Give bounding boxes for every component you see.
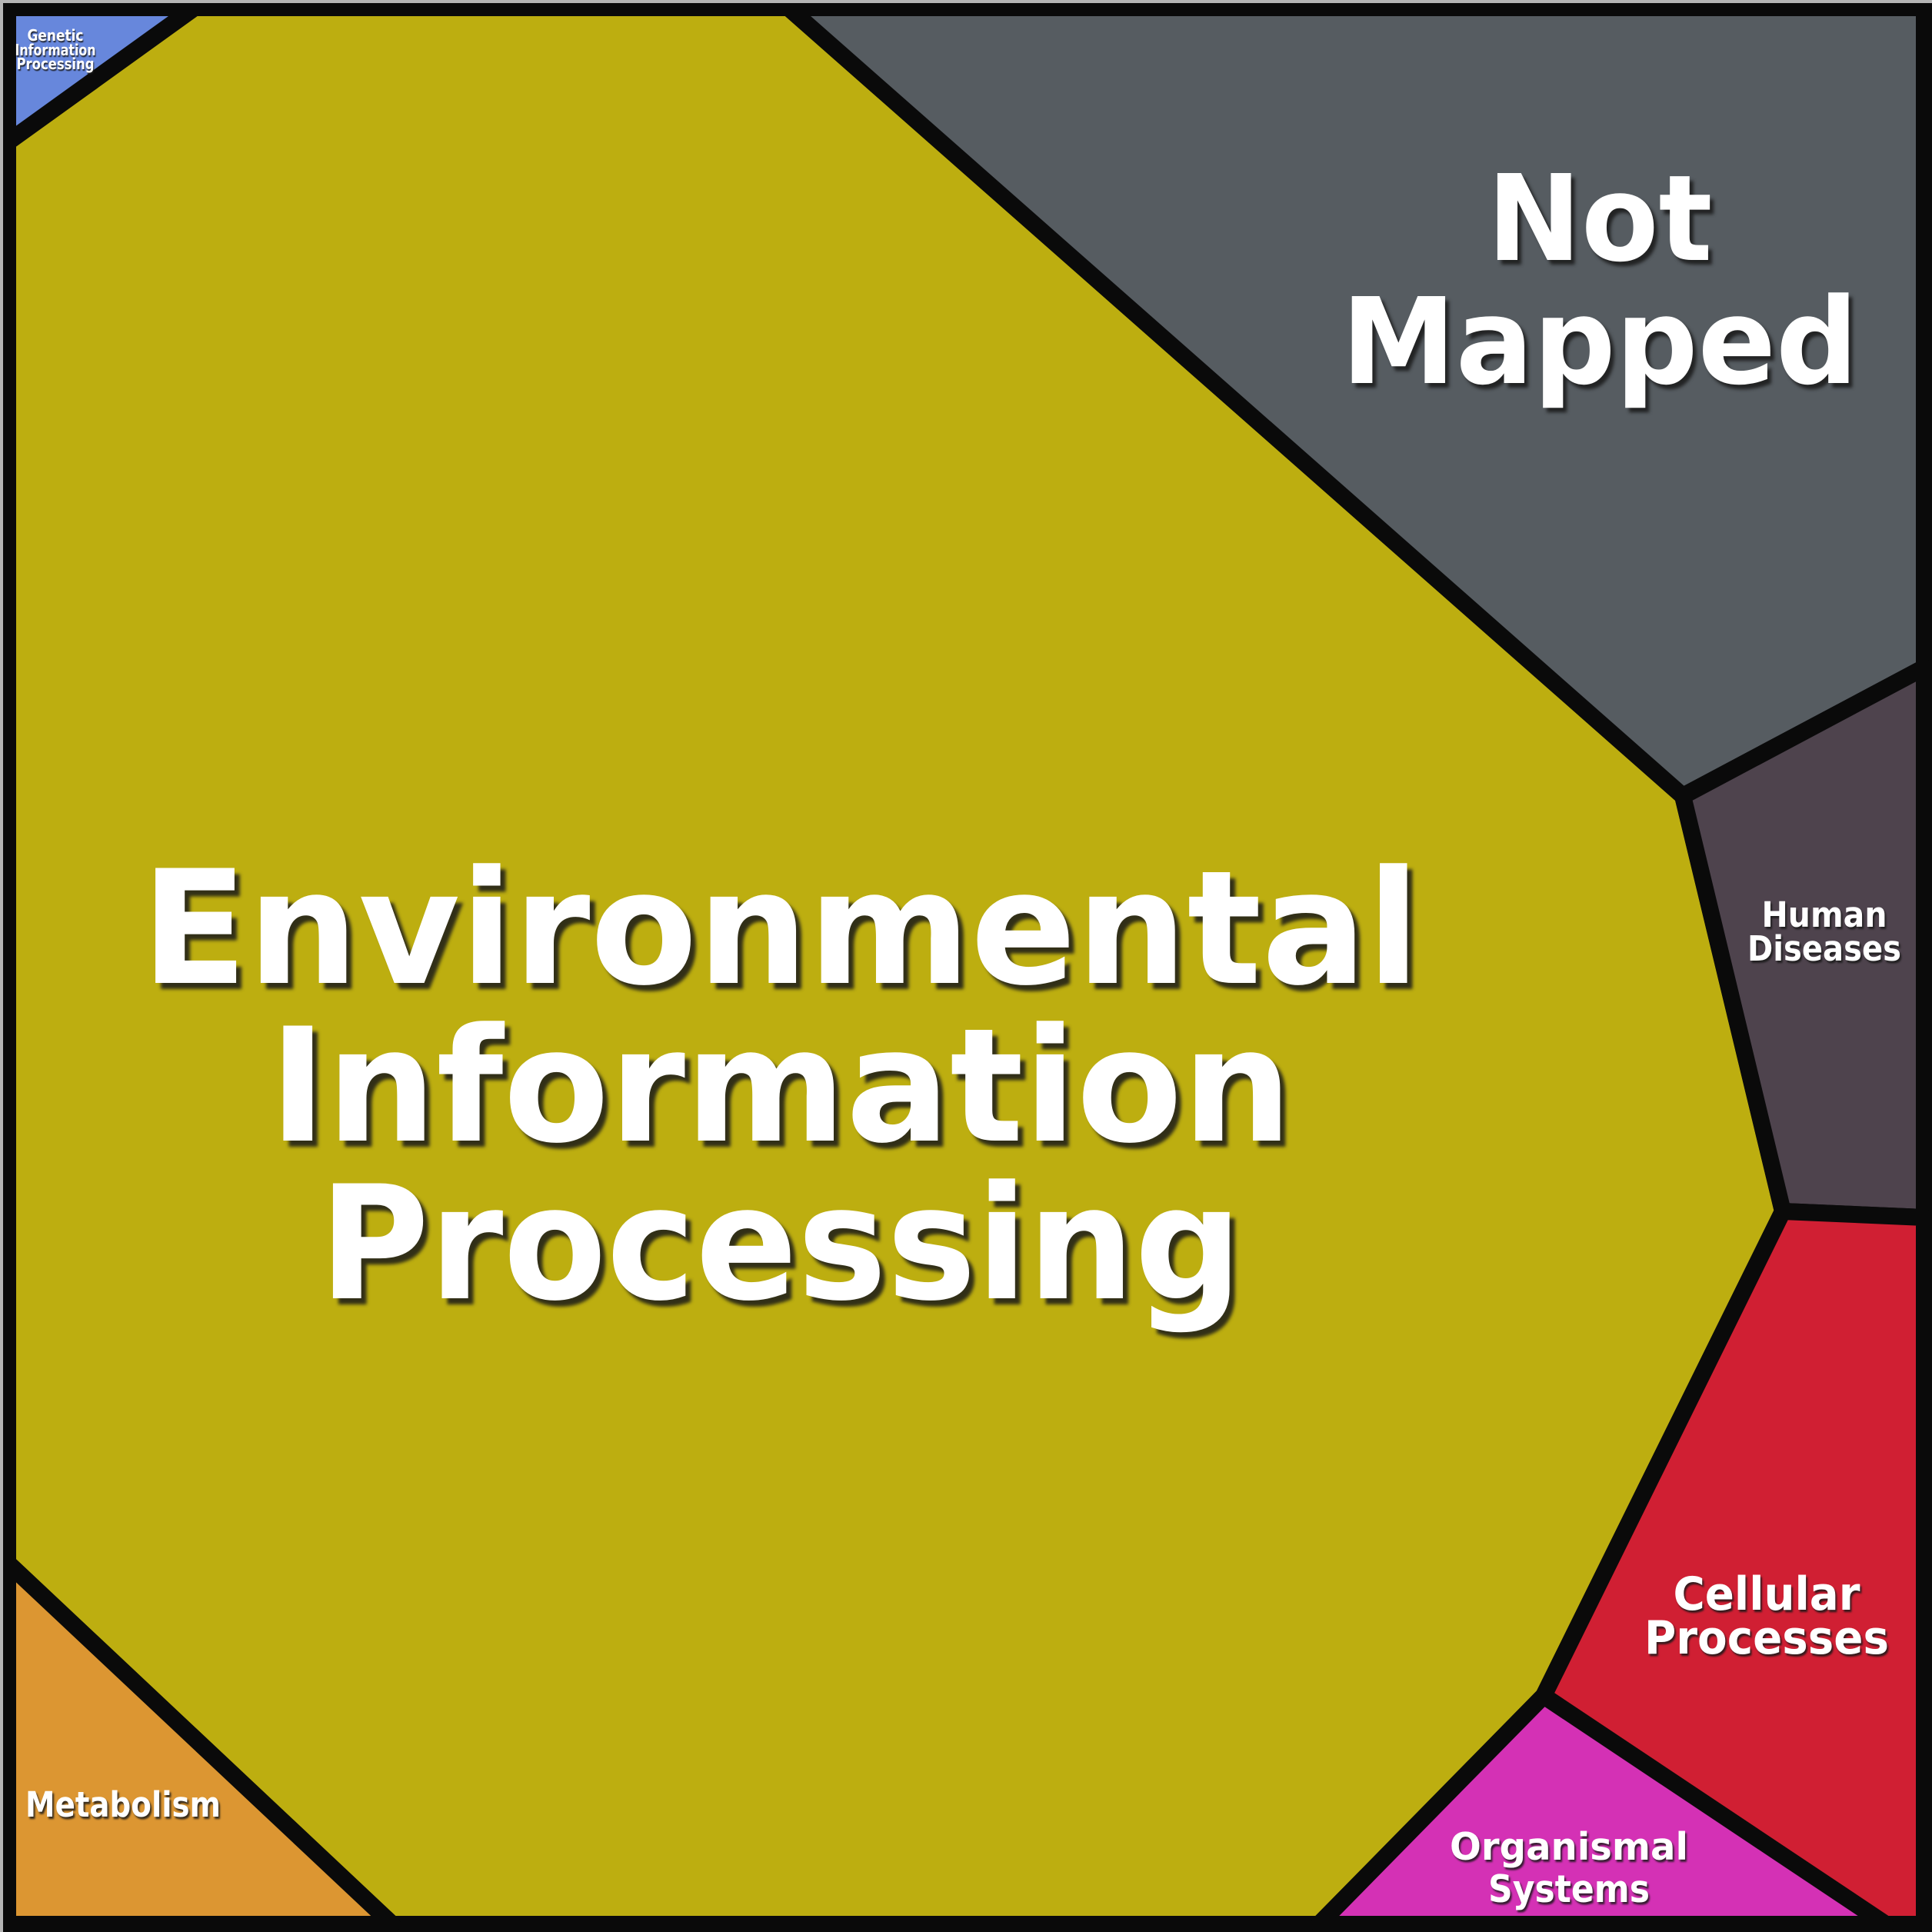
cell-genetic-information-processing[interactable] <box>0 0 203 151</box>
label-environmental-information-processing: Environmental Information Processing <box>142 838 1421 1336</box>
label-line: Mapped <box>1341 272 1858 411</box>
label-line: Processing <box>319 1153 1242 1336</box>
label-organismal-systems: Organismal Systems <box>1450 1825 1688 1911</box>
label-metabolism: Metabolism <box>25 1784 221 1825</box>
label-line: Genetic <box>28 26 84 45</box>
label-line: Information <box>15 41 96 59</box>
label-human-diseases: Human Diseases <box>1747 894 1901 969</box>
label-line: Organismal <box>1450 1825 1688 1869</box>
label-line: Processes <box>1644 1611 1889 1665</box>
label-line: Systems <box>1488 1867 1650 1911</box>
label-line: Cellular <box>1674 1567 1860 1621</box>
label-not-mapped: Not Mapped <box>1341 149 1858 411</box>
cell-metabolism[interactable] <box>0 1554 401 1932</box>
label-line: Information <box>269 995 1292 1178</box>
cell-organismal-systems[interactable] <box>1311 1687 1894 1932</box>
label-cellular-processes: Cellular Processes <box>1644 1567 1889 1665</box>
label-line: Environmental <box>142 838 1421 1021</box>
label-line: Not <box>1487 149 1713 288</box>
label-line: Metabolism <box>25 1784 221 1825</box>
label-line: Processing <box>17 55 95 73</box>
label-line: Human <box>1762 894 1887 935</box>
label-line: Diseases <box>1747 928 1901 969</box>
label-genetic-information-processing: Genetic Information Processing <box>15 26 96 73</box>
cell-cellular-processes[interactable] <box>1535 1203 1932 1932</box>
